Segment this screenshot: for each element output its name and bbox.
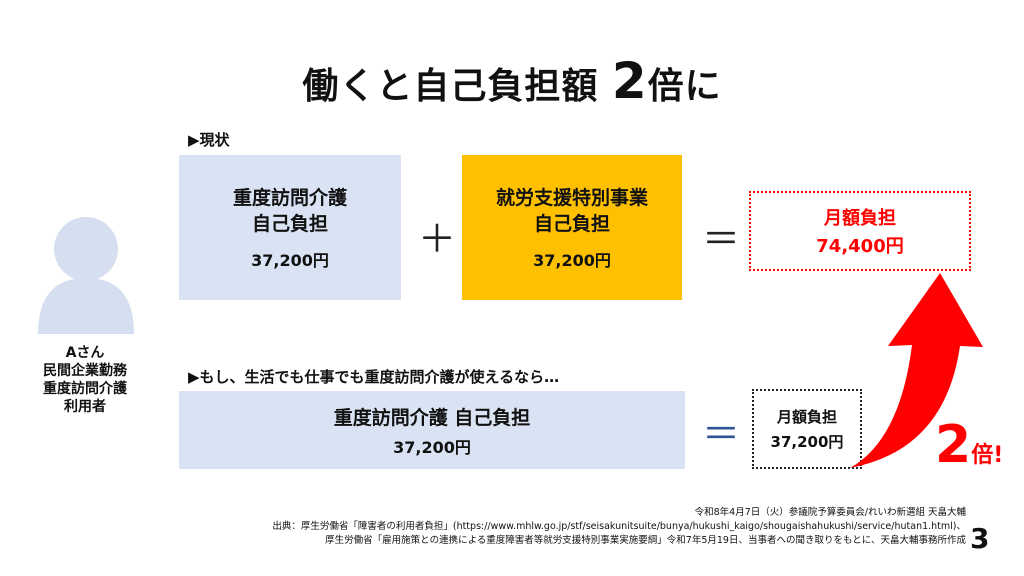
- total-amount: 74,400円: [816, 236, 904, 257]
- plus-sign: ＋: [418, 217, 457, 261]
- equals-sign: ＝: [702, 412, 741, 456]
- person-label: Aさん 民間企業勤務 重度訪問介護 利用者: [20, 344, 150, 416]
- title-number: 2: [611, 52, 648, 110]
- footer-source: 厚生労働省「雇用施策との連携による重度障害者等就労支援特別事業実施要綱」令和7年…: [325, 535, 966, 546]
- equals-sign: ＝: [702, 217, 741, 261]
- person-line: 民間企業勤務: [43, 363, 127, 379]
- footer-source: 出典：厚生労働省「障害者の利用者負担」(https://www.mhlw.go.…: [272, 521, 966, 532]
- page-title: 働くと自己負担額 2倍に: [0, 52, 1024, 110]
- box-line: 自己負担: [251, 212, 328, 235]
- badge-number: 2: [935, 415, 972, 475]
- title-suffix: 倍に: [647, 66, 722, 107]
- section-if-label: ▶もし、生活でも仕事でも重度訪問介護が使えるなら…: [188, 368, 560, 386]
- footer: 令和8年4月7日（火）参議院予算委員会/れいわ新選組 天畠大輔 出典：厚生労働省…: [166, 506, 966, 548]
- box-amount: 37,200円: [533, 250, 611, 270]
- box-line: 重度訪問介護 自己負担: [333, 406, 531, 429]
- current-total-box: 月額負担 74,400円: [749, 191, 971, 271]
- footer-line: 令和8年4月7日（火）参議院予算委員会/れいわ新選組 天畠大輔: [694, 507, 966, 518]
- double-badge: 2倍!: [935, 415, 1003, 475]
- employment-support-box: 就労支援特別事業 自己負担 37,200円: [462, 155, 682, 300]
- page-number: 3: [970, 522, 990, 555]
- section-current-label: ▶現状: [188, 131, 230, 149]
- box-line: 自己負担: [533, 212, 610, 235]
- person-line: 重度訪問介護: [43, 381, 127, 397]
- care-only-box: 重度訪問介護 自己負担 37,200円: [179, 391, 685, 469]
- title-text: 働くと自己負担額: [302, 66, 599, 107]
- box-amount: 37,200円: [251, 250, 329, 270]
- box-line: 就労支援特別事業: [495, 186, 648, 209]
- person-line: 利用者: [64, 399, 106, 415]
- if-total-box: 月額負担 37,200円: [752, 389, 862, 469]
- box-line: 重度訪問介護: [232, 186, 347, 209]
- total-label: 月額負担: [824, 208, 896, 229]
- badge-suffix: 倍!: [971, 443, 1004, 468]
- total-label: 月額負担: [776, 408, 837, 426]
- person-line: Aさん: [65, 345, 105, 361]
- person-icon: [38, 217, 134, 334]
- care-cost-box: 重度訪問介護 自己負担 37,200円: [179, 155, 401, 300]
- total-amount: 37,200円: [770, 433, 844, 451]
- box-amount: 37,200円: [393, 437, 471, 457]
